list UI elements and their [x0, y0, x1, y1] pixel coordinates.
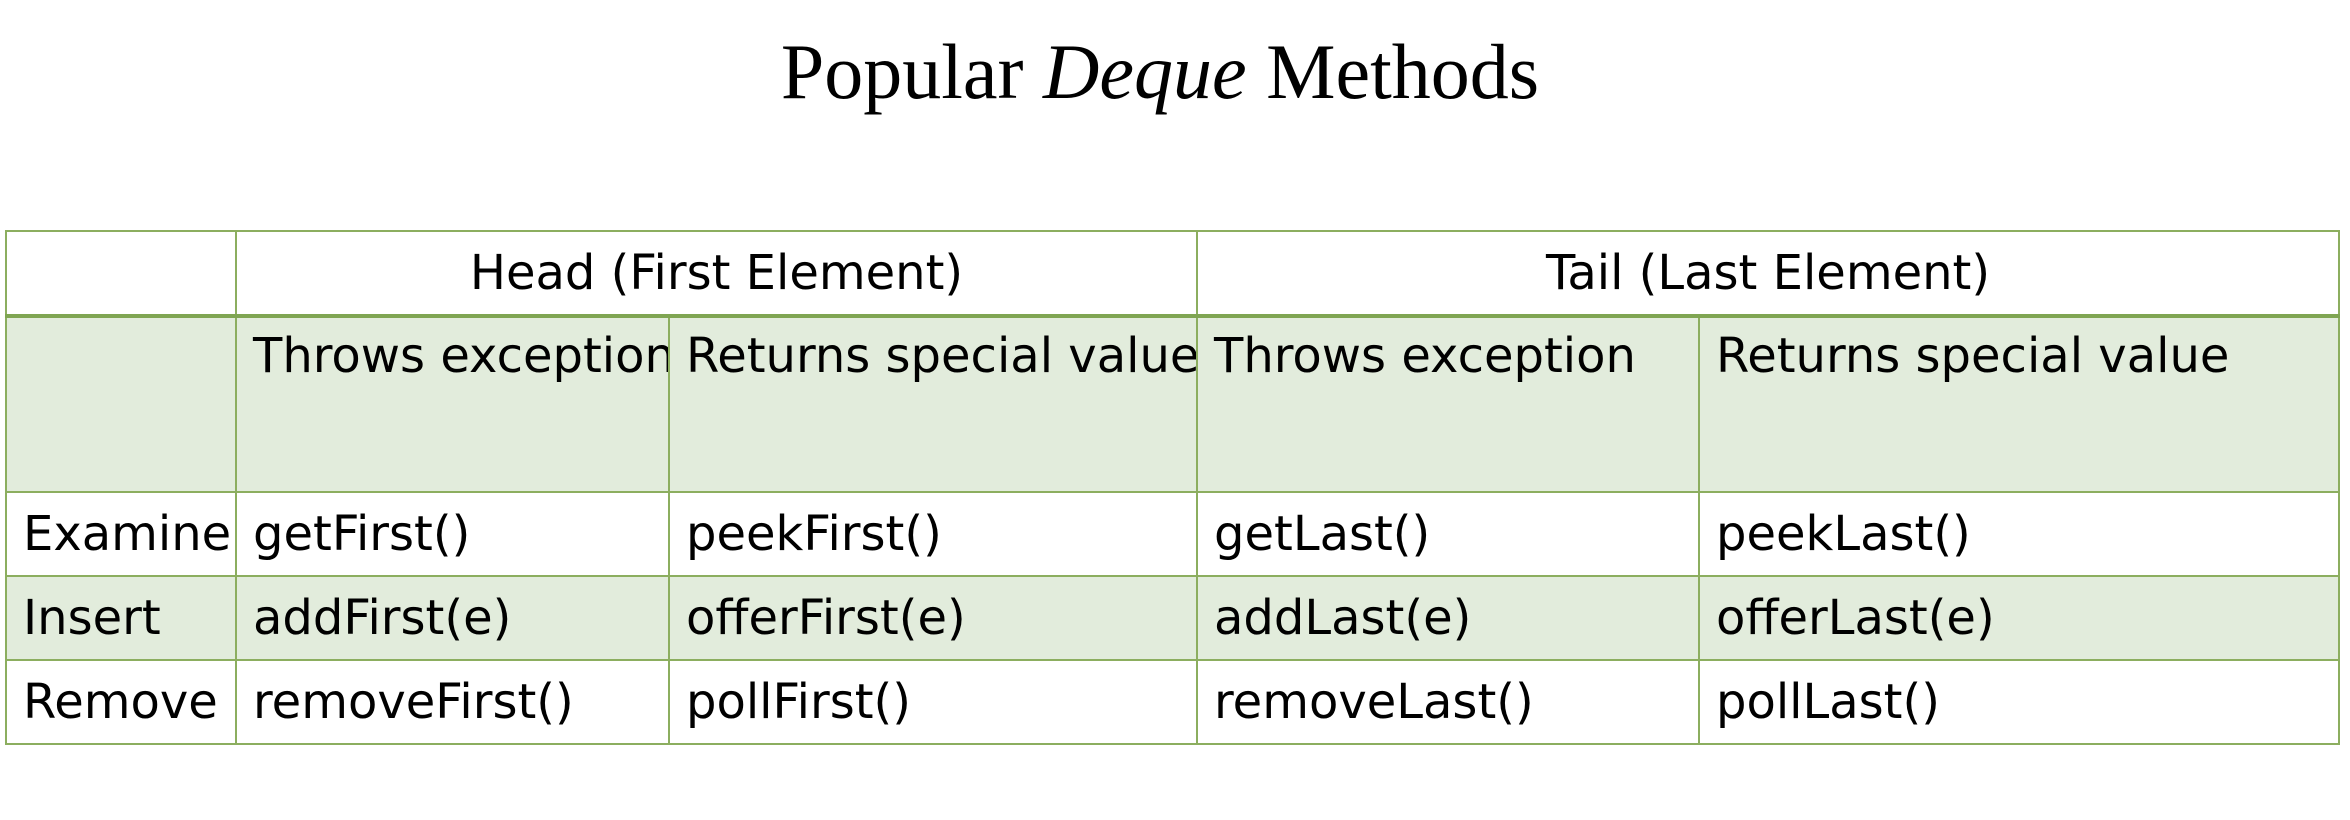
table-row: Remove removeFirst() pollFirst() removeL…	[5, 659, 2341, 745]
table-cell: peekFirst()	[668, 491, 1198, 577]
row-label: Remove	[5, 659, 237, 745]
table-row: Insert addFirst(e) offerFirst(e) addLast…	[5, 575, 2341, 661]
table-row: Examine getFirst() peekFirst() getLast()…	[5, 491, 2341, 577]
corner-cell	[5, 230, 237, 318]
subheader-cell: Returns special value	[668, 315, 1198, 493]
table-cell: getFirst()	[235, 491, 670, 577]
table-cell: removeLast()	[1196, 659, 1700, 745]
table-cell: offerLast(e)	[1697, 575, 2341, 661]
table-cell: pollFirst()	[668, 659, 1198, 745]
row-label: Examine	[5, 491, 237, 577]
deque-methods-table: Head (First Element) Tail (Last Element)…	[5, 230, 2341, 745]
group-header-row: Head (First Element) Tail (Last Element)	[5, 230, 2341, 318]
title-emphasis: Deque	[1043, 28, 1247, 115]
title-suffix: Methods	[1246, 28, 1540, 115]
title-prefix: Popular	[780, 28, 1044, 115]
table-cell: removeFirst()	[235, 659, 670, 745]
table-cell: addLast(e)	[1196, 575, 1700, 661]
group-header-tail: Tail (Last Element)	[1195, 230, 2341, 318]
table-cell: getLast()	[1196, 491, 1700, 577]
table-cell: pollLast()	[1697, 659, 2341, 745]
page-title: Popular Deque Methods	[0, 26, 2320, 118]
table-cell: addFirst(e)	[235, 575, 670, 661]
table-cell: offerFirst(e)	[668, 575, 1198, 661]
table-cell: peekLast()	[1697, 491, 2341, 577]
subheader-cell: Throws exception	[235, 315, 670, 493]
row-label: Insert	[5, 575, 237, 661]
group-header-head: Head (First Element)	[235, 230, 1198, 318]
subheader-row: Throws exception Returns special value T…	[5, 315, 2341, 493]
subheader-cell: Returns special value	[1697, 315, 2341, 493]
corner-cell-sub	[5, 315, 237, 493]
subheader-cell: Throws exception	[1196, 315, 1700, 493]
